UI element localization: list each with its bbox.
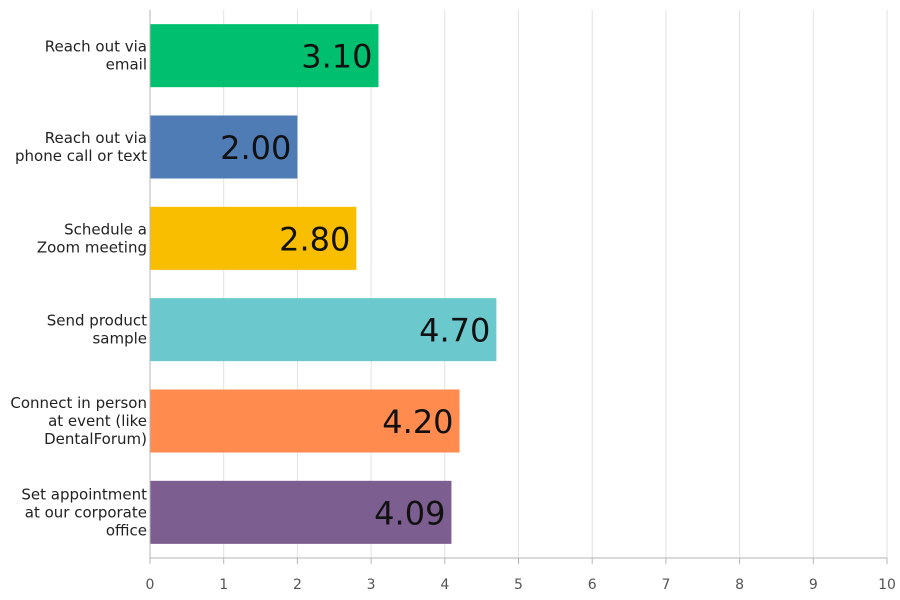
category-label: Schedule a Zoom meeting [37, 220, 147, 256]
x-tick-label: 1 [219, 577, 228, 593]
x-axis: 0 1 2 3 4 5 6 7 8 9 10 [146, 10, 896, 593]
bar [150, 206, 357, 270]
category-label: Send product sample [47, 312, 147, 348]
bars [150, 24, 497, 544]
category-label-line: Set appointment [21, 485, 147, 503]
category-label-line: office [106, 521, 147, 539]
bar [150, 298, 497, 362]
bar [150, 24, 379, 88]
category-label-line: Schedule a [64, 220, 147, 238]
x-tick-label: 4 [440, 577, 449, 593]
bar [150, 389, 460, 453]
value-labels: 3.10 2.00 2.80 4.70 4.20 4.09 [220, 38, 490, 533]
bar [150, 115, 298, 179]
data-label: 2.00 [220, 129, 291, 167]
category-label-line: at our corporate [25, 503, 147, 521]
category-label-line: email [106, 56, 147, 74]
x-tick-label: 5 [514, 577, 523, 593]
x-tick-label: 6 [588, 577, 597, 593]
x-tick-label: 8 [735, 577, 744, 593]
data-label: 2.80 [279, 220, 350, 258]
category-label: Connect in person at event (like DentalFor… [10, 394, 147, 448]
data-label: 3.10 [301, 38, 372, 76]
x-tick-label: 0 [146, 577, 155, 593]
category-label: Reach out via email [45, 38, 147, 74]
category-label-line: at event (like [48, 412, 147, 430]
category-label-line: sample [92, 330, 147, 348]
x-tick-label: 10 [878, 577, 896, 593]
x-tick-label: 2 [293, 577, 302, 593]
category-label-line: Reach out via [45, 129, 147, 147]
category-label: Set appointment at our corporate office [21, 485, 147, 539]
category-label-line: Connect in person [10, 394, 147, 412]
data-label: 4.09 [374, 494, 445, 532]
x-tick-label: 3 [367, 577, 376, 593]
data-label: 4.20 [382, 403, 453, 441]
x-tick-label: 9 [809, 577, 818, 593]
x-tick-label: 7 [661, 577, 670, 593]
bar [150, 480, 452, 544]
category-label-line: Reach out via [45, 38, 147, 56]
category-label: Reach out via phone call or text [15, 129, 147, 165]
grid-lines [223, 10, 888, 558]
category-label-line: Send product [47, 312, 147, 330]
data-label: 4.70 [419, 312, 490, 350]
category-label-line: DentalForum) [44, 430, 147, 448]
category-label-line: Zoom meeting [37, 238, 147, 256]
category-label-line: phone call or text [15, 147, 147, 165]
